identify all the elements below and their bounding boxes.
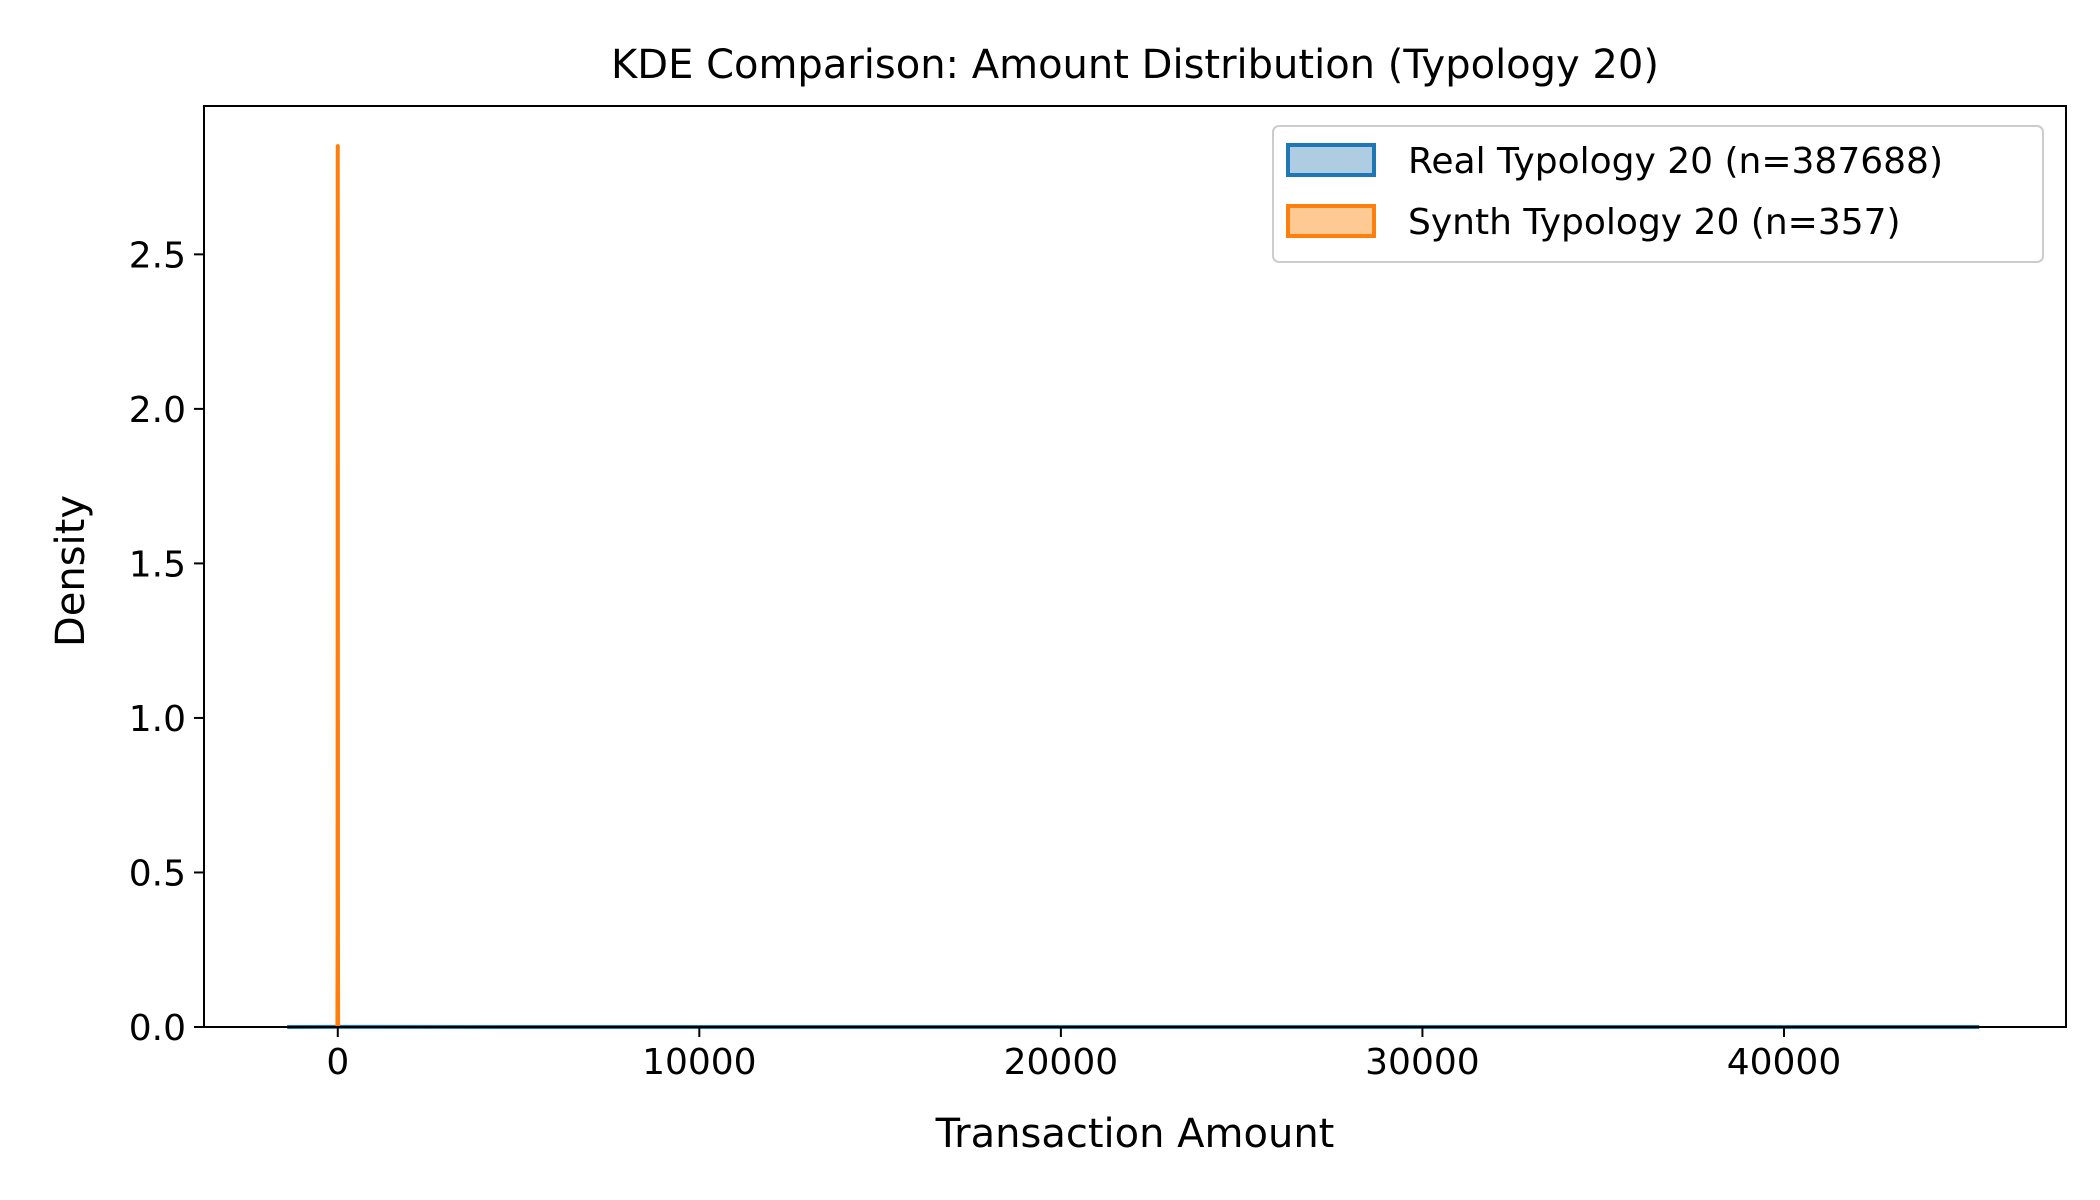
chart-title: KDE Comparison: Amount Distribution (Typ… (611, 42, 1659, 88)
legend-swatch-real (1286, 143, 1376, 177)
plot-area-frame (203, 105, 2067, 1028)
x-tick-label: 0 (326, 1042, 349, 1083)
y-tick-label: 0.5 (129, 853, 186, 894)
y-tick-label: 1.5 (129, 544, 186, 585)
legend: Real Typology 20 (n=387688) Synth Typolo… (1272, 125, 2044, 263)
y-tick-label: 2.0 (129, 390, 186, 431)
x-tick-label: 40000 (1727, 1042, 1842, 1083)
x-axis-label: Transaction Amount (935, 1111, 1335, 1157)
legend-label-synth: Synth Typology 20 (n=357) (1408, 202, 1901, 243)
x-axis: 0 10000 20000 30000 40000 (326, 1027, 1841, 1083)
y-axis-label: Density (48, 495, 94, 647)
y-tick-label: 0.0 (129, 1008, 186, 1049)
legend-label-real: Real Typology 20 (n=387688) (1408, 141, 1943, 182)
y-axis: 0.0 0.5 1.0 1.5 2.0 2.5 (129, 235, 204, 1049)
legend-swatch-synth (1286, 204, 1376, 238)
y-tick-label: 1.0 (129, 699, 186, 740)
x-tick-label: 30000 (1365, 1042, 1480, 1083)
series-line-1 (335, 144, 341, 1028)
x-tick-label: 10000 (642, 1042, 757, 1083)
series-layer (287, 144, 1980, 1029)
legend-frame (1272, 125, 2044, 263)
x-tick-label: 20000 (1004, 1042, 1119, 1083)
y-tick-label: 2.5 (129, 235, 186, 276)
